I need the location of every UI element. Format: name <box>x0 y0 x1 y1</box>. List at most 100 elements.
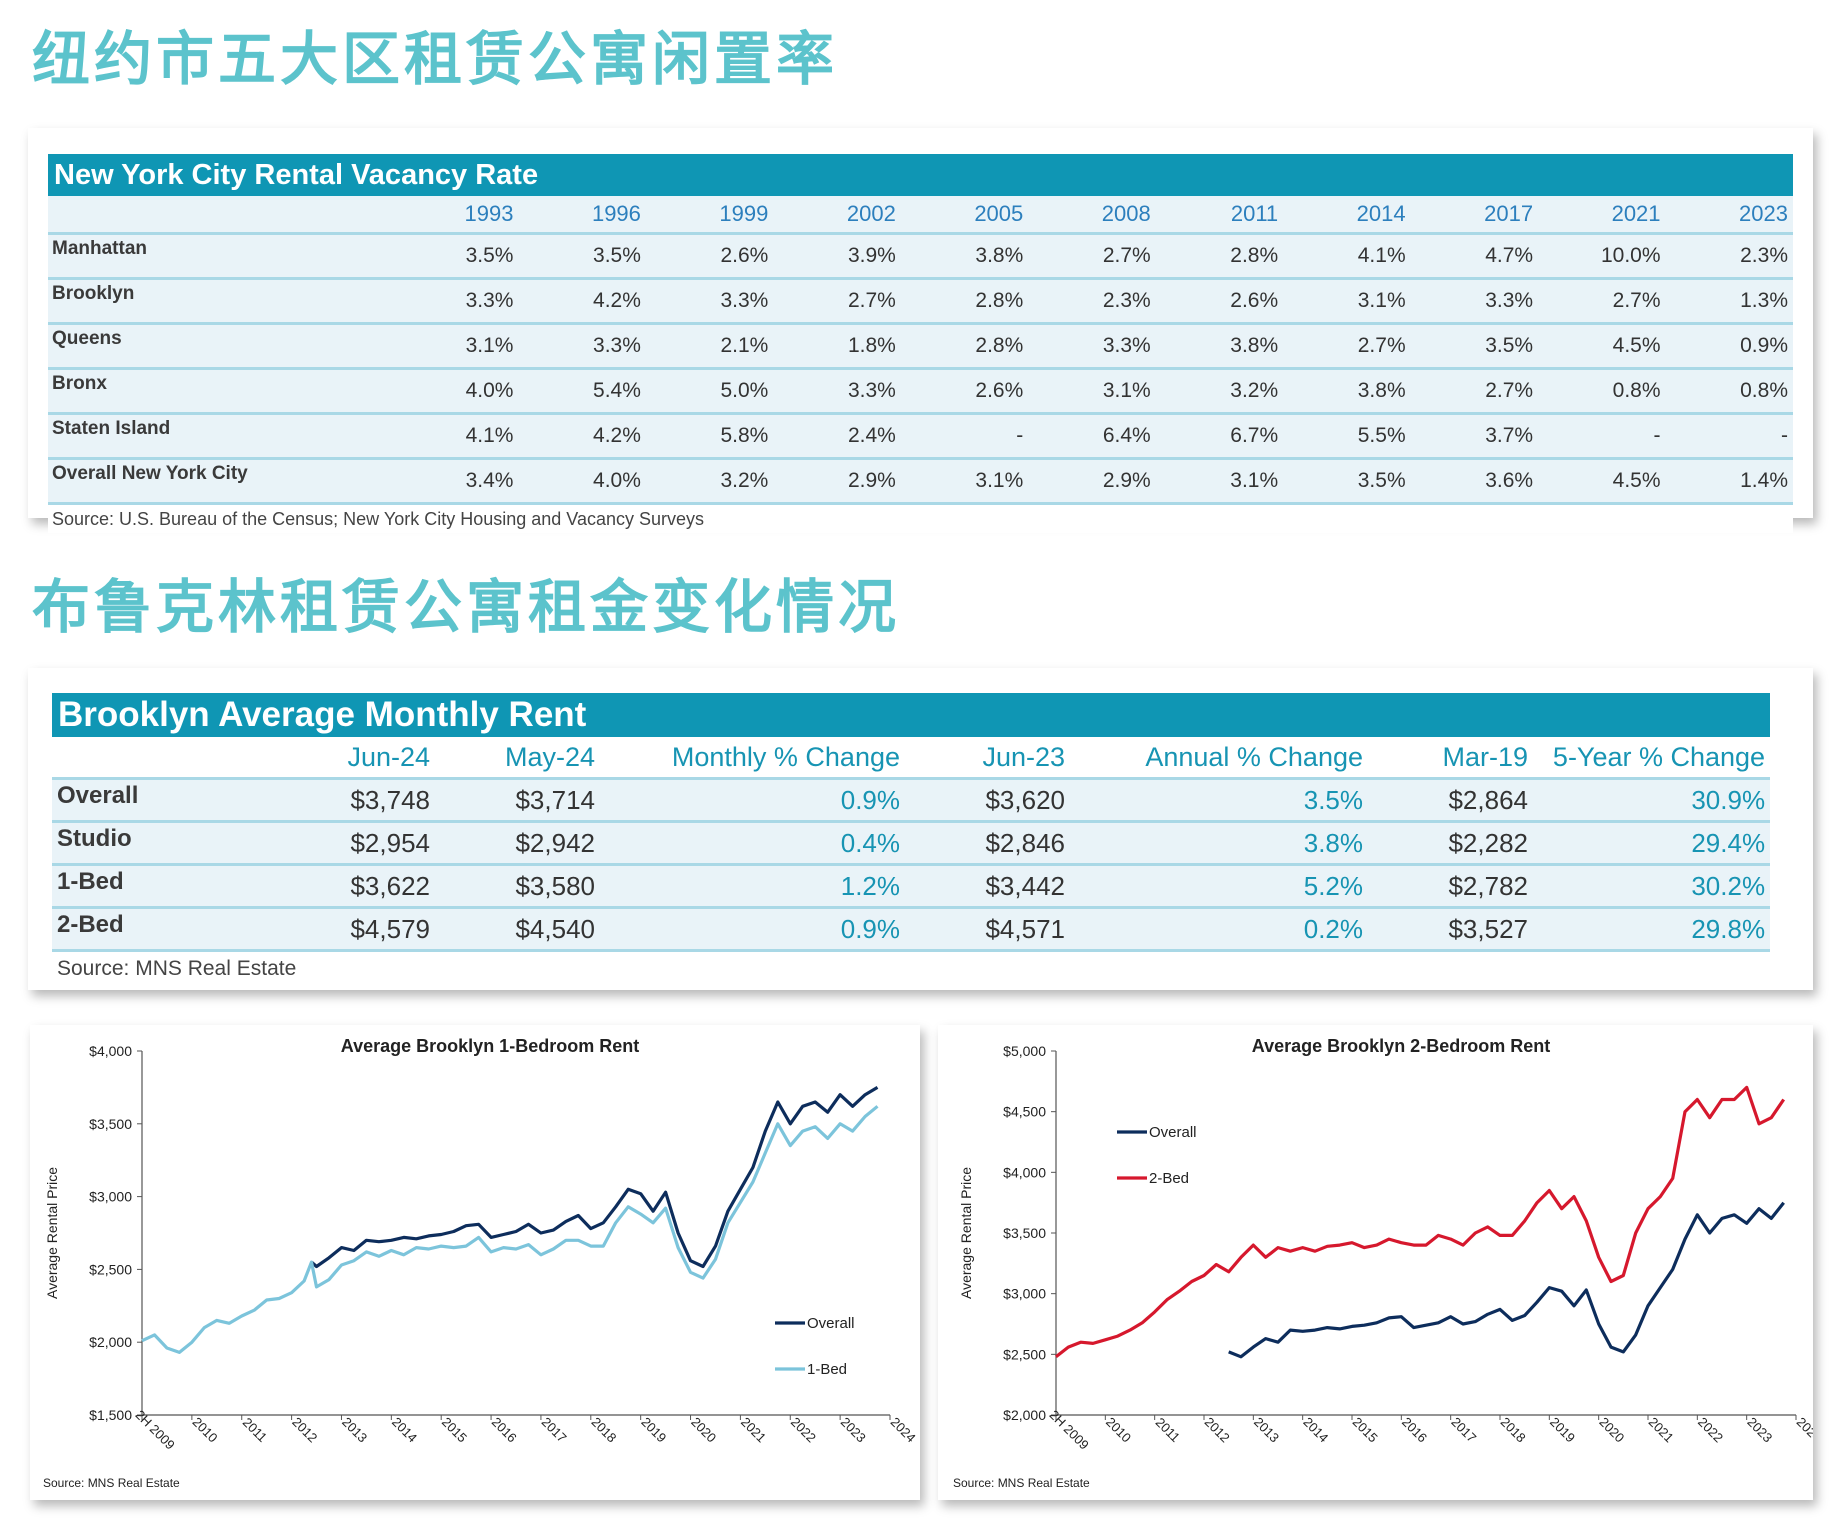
y-tick-label: $2,500 <box>1003 1346 1046 1362</box>
y-axis-label: Average Rental Price <box>44 1167 60 1299</box>
table-cell: $3,620 <box>905 777 1070 822</box>
table-cell: 29.4% <box>1533 820 1771 865</box>
y-tick-label: $3,000 <box>89 1189 132 1205</box>
table-cell: 5.4% <box>518 367 646 414</box>
row-label: Overall New York City <box>48 457 391 504</box>
table-cell: 2.9% <box>773 457 901 504</box>
table-cell: 3.3% <box>773 367 901 414</box>
table-cell: 3.1% <box>1028 367 1156 414</box>
series-line-2-bed <box>1055 1085 1786 1359</box>
table-cell: $4,579 <box>229 906 435 951</box>
row-label: Manhattan <box>48 232 391 279</box>
table-row: Overall New York City 3.4% 4.0% 3.2% 2.9% 3.1… <box>48 457 1793 504</box>
table-cell: 5.0% <box>645 367 774 414</box>
table-cell: 2.1% <box>645 322 774 369</box>
table-cell: $2,942 <box>435 820 600 865</box>
chart-source: Source: MNS Real Estate <box>953 1476 1090 1490</box>
table-cell: 30.9% <box>1533 777 1771 822</box>
corner-cell <box>52 737 229 779</box>
table-cell: 3.2% <box>1155 367 1284 414</box>
table-cell: $4,571 <box>905 906 1070 951</box>
table-cell: 4.5% <box>1538 322 1666 369</box>
x-tick-label: 2020 <box>688 1414 719 1445</box>
table-cell: 5.8% <box>645 412 774 459</box>
row-label: Overall <box>52 777 229 822</box>
table-cell: $3,442 <box>905 863 1070 908</box>
row-label: Studio <box>52 820 229 865</box>
year-header: 2002 <box>773 196 901 234</box>
column-header: Annual % Change <box>1070 737 1368 779</box>
table-cell: 2.7% <box>1538 277 1666 324</box>
chart-source: Source: MNS Real Estate <box>43 1476 180 1490</box>
x-tick-label: 2010 <box>1103 1414 1134 1445</box>
table-cell: 0.4% <box>600 820 905 865</box>
column-header: Jun-24 <box>229 737 435 779</box>
y-tick-label: $3,500 <box>89 1116 132 1132</box>
series-line-overall <box>310 1086 879 1269</box>
series-line-overall <box>1228 1201 1785 1359</box>
table-cell: 2.7% <box>1283 322 1411 369</box>
table-cell: 4.7% <box>1410 232 1539 279</box>
table-cell: 2.8% <box>900 322 1029 369</box>
table-cell: 3.3% <box>391 277 519 324</box>
table-cell: 1.8% <box>773 322 901 369</box>
table-cell: - <box>900 412 1029 459</box>
year-header: 1993 <box>391 196 519 234</box>
legend-label: Overall <box>807 1315 855 1332</box>
table-cell: 3.8% <box>1155 322 1284 369</box>
table-cell: $2,864 <box>1368 777 1533 822</box>
table-cell: 4.2% <box>518 277 646 324</box>
table-cell: 4.1% <box>1283 232 1411 279</box>
table-cell: 2.6% <box>1155 277 1284 324</box>
table-cell: 3.3% <box>518 322 646 369</box>
vacancy-table: New York City Rental Vacancy Rate 1993 199… <box>48 154 1793 533</box>
table-cell: $2,282 <box>1368 820 1533 865</box>
table-cell: 4.0% <box>391 367 519 414</box>
table-cell: 6.7% <box>1155 412 1284 459</box>
table-cell: 1.4% <box>1665 457 1793 504</box>
y-tick-label: $1,500 <box>89 1407 132 1423</box>
vacancy-table-title: New York City Rental Vacancy Rate <box>54 158 539 191</box>
table-row: Bronx 4.0% 5.4% 5.0% 3.3% 2.6% 3.1% 3.2% 3.8% 2.7… <box>48 367 1793 414</box>
year-header: 1996 <box>518 196 646 234</box>
rent-title-row: Brooklyn Average Monthly Rent <box>52 693 1771 737</box>
x-tick-label: 2014 <box>1300 1414 1331 1445</box>
x-tick-label: 2024 <box>1794 1414 1813 1445</box>
table-cell: 3.5% <box>1410 322 1539 369</box>
series-line-1-bed <box>141 1105 879 1354</box>
vacancy-source: Source: U.S. Bureau of the Census; New Y… <box>48 502 1793 533</box>
chart-2bed: Average Brooklyn 2-Bedroom Rent $2,000 $2,… <box>953 1036 1813 1490</box>
y-tick-label: $4,500 <box>1003 1104 1046 1120</box>
table-cell: 2.7% <box>1410 367 1539 414</box>
table-cell: 3.2% <box>645 457 774 504</box>
table-row: Staten Island 4.1% 4.2% 5.8% 2.4% -6.4% 6.7% 5.… <box>48 412 1793 459</box>
table-cell: 4.5% <box>1538 457 1666 504</box>
x-tick-label: 2011 <box>1153 1415 1183 1445</box>
table-cell: 4.2% <box>518 412 646 459</box>
year-header: 2017 <box>1410 196 1539 234</box>
row-label: Staten Island <box>48 412 391 459</box>
row-label: Bronx <box>48 367 391 414</box>
legend-label: 2-Bed <box>1149 1170 1189 1187</box>
table-cell: 3.8% <box>1283 367 1411 414</box>
table-cell: 2.8% <box>1155 232 1284 279</box>
table-row: Overall $3,748 $3,714 0.9% $3,620 3.5% $2,864 3… <box>52 777 1771 822</box>
table-cell: 3.3% <box>645 277 774 324</box>
table-cell: 3.1% <box>1283 277 1411 324</box>
x-tick-label: 2H 2009 <box>1046 1407 1091 1452</box>
table-cell: $2,846 <box>905 820 1070 865</box>
year-header: 1999 <box>645 196 774 234</box>
x-tick-label: 2015 <box>1350 1414 1381 1445</box>
table-cell: $3,714 <box>435 777 600 822</box>
x-tick-label: 2017 <box>1448 1414 1479 1445</box>
table-row: 2-Bed $4,579 $4,540 0.9% $4,571 0.2% $3,527 29.… <box>52 906 1771 951</box>
row-label: 1-Bed <box>52 863 229 908</box>
x-tick-label: 2011 <box>240 1415 270 1445</box>
year-header: 2005 <box>900 196 1029 234</box>
x-tick-label: 2016 <box>489 1414 520 1445</box>
vacancy-heading: 纽约市五大区租赁公寓闲置率 <box>32 25 839 93</box>
table-cell: $3,527 <box>1368 906 1533 951</box>
rent-panel: Brooklyn Average Monthly Rent Jun-24 May-2… <box>28 668 1813 990</box>
table-cell: 4.0% <box>518 457 646 504</box>
table-cell: 2.9% <box>1028 457 1156 504</box>
